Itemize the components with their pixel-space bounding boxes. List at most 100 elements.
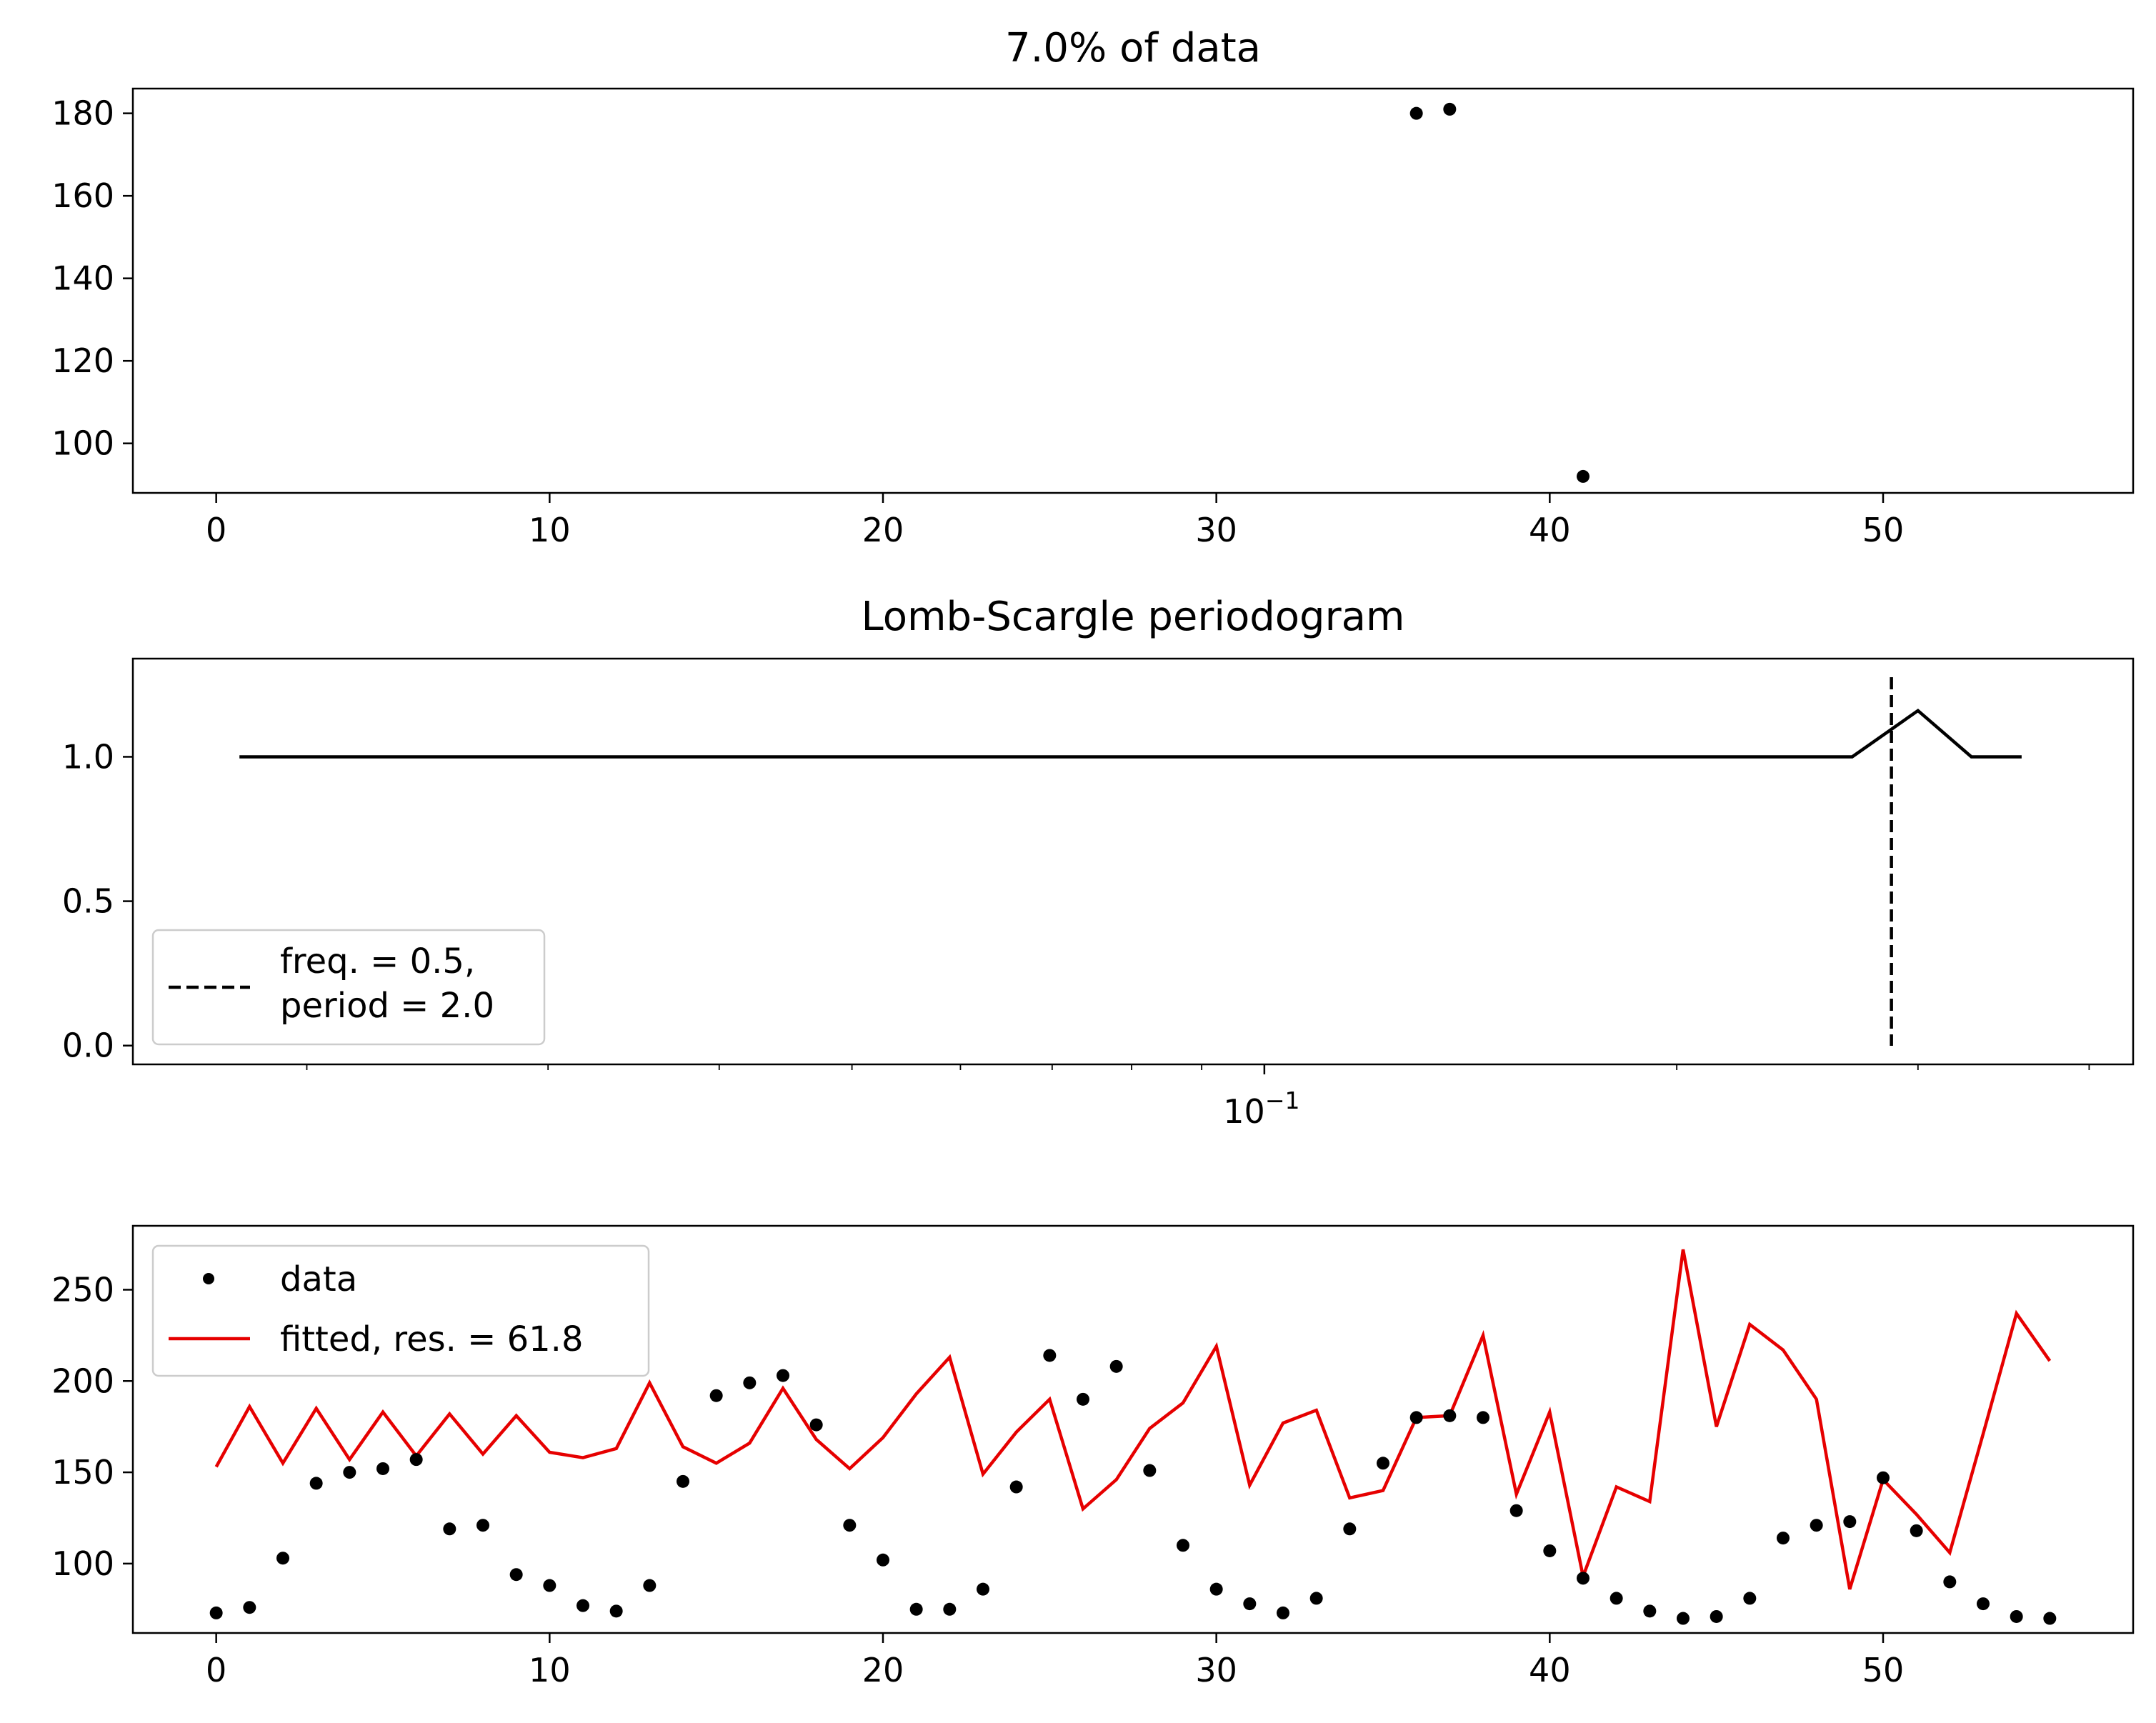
data-point (1677, 1612, 1690, 1625)
data-point (577, 1599, 589, 1612)
panel1-frame (131, 87, 2135, 494)
data-point (1843, 1515, 1857, 1529)
panel1-point (1409, 106, 1423, 120)
panel2-legend-box (151, 929, 546, 1046)
panel3-frame (131, 1224, 2135, 1634)
data-point (1609, 1592, 1623, 1605)
data-point (777, 1369, 789, 1382)
data-point (1810, 1519, 1823, 1532)
data-point (1509, 1504, 1523, 1517)
data-point (1643, 1604, 1657, 1618)
data-point (743, 1376, 757, 1389)
data-point (709, 1389, 723, 1402)
legend-freq-label: freq. = 0.5, (280, 942, 475, 982)
data-point (877, 1553, 889, 1567)
panel1-point (1443, 102, 1457, 116)
panel2-ytick-label: 1.0 (62, 737, 114, 776)
panel2-legend: freq. = 0.5, period = 2.0 (151, 929, 546, 1046)
data-point (909, 1602, 923, 1616)
panel1-xtick-label: 10 (529, 511, 571, 549)
panel3-legend: data fitted, res. = 61.8 (151, 1244, 650, 1377)
panel3-xtick-label: 20 (862, 1651, 904, 1689)
legend-data-label: data (280, 1259, 357, 1299)
data-point (977, 1582, 989, 1596)
panel2-frame (131, 657, 2135, 1066)
data-point (1910, 1524, 1923, 1537)
data-point (1977, 1597, 1990, 1611)
panel1-ytick-label: 180 (51, 94, 114, 133)
data-point (1877, 1471, 1890, 1484)
panel2-ytick-label: 0.5 (62, 882, 114, 921)
panel2-ytick-label: 0.0 (62, 1027, 114, 1065)
data-point (1043, 1349, 1057, 1362)
data-point (2010, 1609, 2023, 1623)
panel-fit: 0 10 20 30 40 50 100 150 200 250 data fitted, res… (51, 1224, 2135, 1689)
panel2-xtick-label: 10−1 (1223, 1087, 1299, 1131)
data-point (1777, 1532, 1790, 1545)
panel2-title: Lomb-Scargle periodogram (862, 594, 1405, 640)
data-point (1143, 1464, 1157, 1477)
panel3-xtick-label: 40 (1529, 1651, 1571, 1689)
panel1-ytick-label: 120 (51, 341, 114, 380)
data-point (409, 1453, 423, 1467)
data-point (443, 1522, 456, 1536)
data-point (543, 1579, 557, 1592)
panel3-xtick-label: 10 (529, 1651, 571, 1689)
data-point (343, 1466, 356, 1479)
panel-scatter-subset: 7.0% of data 0 10 20 30 40 50 100 120 140 160 180 (51, 25, 2135, 549)
panel1-xtick-label: 20 (862, 511, 904, 549)
panel1-xtick-label: 0 (206, 511, 226, 549)
panel1-ytick-label: 160 (51, 176, 114, 215)
data-point (1009, 1480, 1023, 1494)
panel3-ytick-label: 200 (51, 1362, 114, 1400)
panel1-xtick-label: 30 (1195, 511, 1237, 549)
panel1-ytick-label: 140 (51, 259, 114, 298)
data-point (1710, 1609, 1723, 1623)
data-point (1243, 1597, 1257, 1611)
data-point (843, 1519, 857, 1532)
legend-fitted-label: fitted, res. = 61.8 (280, 1319, 583, 1359)
panel3-ytick-label: 100 (51, 1544, 114, 1583)
data-point (809, 1418, 823, 1432)
periodogram-line (239, 708, 2022, 759)
legend-period-label: period = 2.0 (280, 986, 494, 1026)
panel1-xtick-label: 40 (1529, 511, 1571, 549)
panel-periodogram: Lomb-Scargle periodogram 10−1 0.0 0.5 1.0 f… (62, 594, 2135, 1131)
data-point (243, 1601, 256, 1614)
panel3-ytick-label: 150 (51, 1453, 114, 1492)
data-point (476, 1519, 489, 1532)
data-point (1443, 1409, 1457, 1422)
data-point (1177, 1539, 1189, 1552)
data-point (1577, 1572, 1589, 1585)
data-point (1543, 1544, 1557, 1557)
panel1-title: 7.0% of data (1005, 25, 1261, 71)
data-point (1943, 1575, 1957, 1589)
data-point (376, 1462, 389, 1475)
data-point (1309, 1592, 1323, 1605)
data-point (1743, 1592, 1757, 1605)
data-point (1409, 1411, 1423, 1424)
panel3-xtick-label: 0 (206, 1651, 226, 1689)
data-point (609, 1604, 623, 1618)
panel1-xtick-label: 50 (1862, 511, 1905, 549)
data-point (643, 1579, 657, 1592)
panel3-xtick-label: 30 (1195, 1651, 1237, 1689)
panel3-xtick-label: 50 (1862, 1651, 1905, 1689)
data-point (677, 1474, 689, 1488)
data-point (1377, 1457, 1389, 1470)
data-point (209, 1606, 223, 1619)
data-point (509, 1568, 523, 1582)
data-point (1109, 1359, 1123, 1373)
data-point (1277, 1606, 1289, 1619)
data-point (1343, 1522, 1357, 1536)
data-point (943, 1602, 957, 1616)
data-point (1477, 1411, 1489, 1424)
panel3-legend-box (151, 1244, 650, 1377)
data-point (276, 1552, 289, 1565)
data-point (2043, 1612, 2057, 1625)
legend-data-marker (203, 1273, 214, 1284)
panel1-ytick-label: 100 (51, 424, 114, 463)
data-point (1209, 1582, 1223, 1596)
